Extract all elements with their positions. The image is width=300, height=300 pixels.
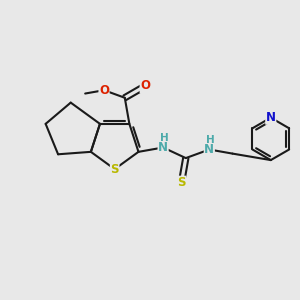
Text: O: O xyxy=(99,84,109,97)
Text: N: N xyxy=(266,111,276,124)
Text: H: H xyxy=(160,133,169,143)
Text: S: S xyxy=(110,163,119,176)
Text: N: N xyxy=(204,143,214,156)
Text: N: N xyxy=(158,141,168,154)
Text: S: S xyxy=(177,176,186,189)
Text: O: O xyxy=(140,80,150,92)
Text: H: H xyxy=(206,135,215,145)
